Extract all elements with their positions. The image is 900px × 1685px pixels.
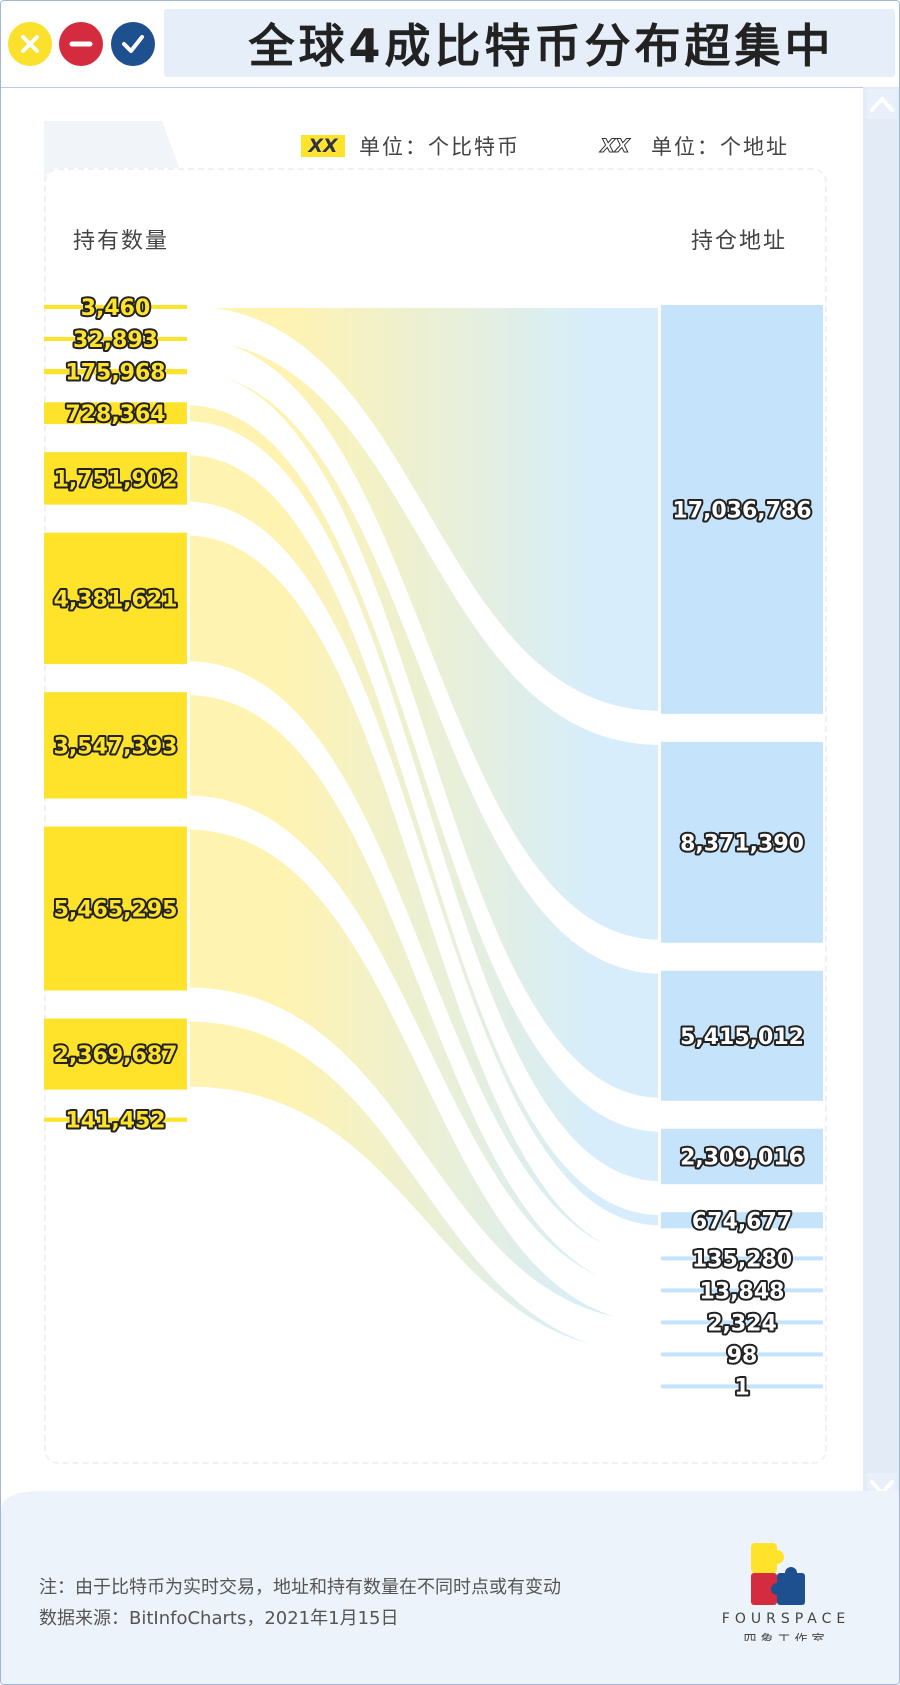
footer-curve	[1, 1491, 899, 1511]
left-value-label: 1,751,902	[54, 467, 178, 492]
right-node-bar	[661, 970, 823, 1101]
card-tab	[44, 121, 184, 181]
right-node-bar	[661, 741, 823, 943]
checkmark-icon	[122, 35, 144, 53]
scrollbar[interactable]	[863, 87, 899, 1507]
left-node-bar	[44, 305, 187, 309]
flow-link	[184, 399, 664, 1188]
left-value-label: 728,364	[65, 402, 165, 427]
left-value-label: 5,465,295	[54, 898, 178, 923]
legend-coins: XX 单位：个比特币	[301, 129, 520, 163]
left-node-bar	[44, 532, 187, 665]
legend-swatch-blue: XX	[600, 135, 630, 158]
right-value-label: 17,036,786	[672, 498, 811, 523]
fourspace-logo	[751, 1543, 805, 1605]
flow-link	[184, 365, 664, 1104]
right-node-bar	[661, 1256, 823, 1261]
left-node-bar	[44, 369, 187, 375]
flow-link	[184, 301, 664, 717]
right-column-label: 持仓地址	[691, 229, 788, 254]
right-node-bar	[661, 1320, 823, 1325]
minus-icon	[69, 41, 93, 47]
right-value-label: 98	[727, 1343, 758, 1368]
left-value-label: 3,547,393	[54, 734, 178, 759]
right-value-label: 13,848	[700, 1279, 785, 1304]
left-node-bar	[44, 402, 187, 425]
flow-link	[184, 823, 664, 1328]
left-node-bar	[44, 692, 187, 799]
left-node-bar	[44, 826, 187, 991]
left-value-label: 3,460	[81, 296, 151, 321]
page-title: 全球4成比特币分布超集中	[248, 19, 835, 73]
left-node-bar	[44, 337, 187, 341]
left-node-bar	[44, 1018, 187, 1090]
left-value-label: 32,893	[73, 328, 158, 353]
right-node-bar	[661, 1288, 823, 1293]
sankey-chart: 3,460 32,893 175,968 728,364 1,751,902 4,381,…	[44, 294, 823, 1402]
close-icon	[21, 35, 39, 53]
brand-subtitle: 四象工作室	[743, 1633, 829, 1641]
right-value-label: 5,415,012	[680, 1025, 804, 1050]
scroll-up-button[interactable]	[867, 89, 897, 119]
left-node-bar	[44, 1117, 187, 1122]
title-box: 全球4成比特币分布超集中	[164, 9, 895, 77]
legend-addresses-label: 单位：个地址	[651, 135, 789, 159]
right-value-label: 1	[734, 1375, 749, 1400]
flow-link	[184, 333, 664, 946]
minimize-button[interactable]	[59, 22, 103, 66]
confirm-button[interactable]	[111, 22, 155, 66]
right-node-bar	[661, 305, 823, 714]
footer-note: 注：由于比特币为实时交易，地址和持有数量在不同时点或有变动	[39, 1577, 561, 1598]
left-node-bar	[44, 452, 187, 505]
right-value-label: 2,324	[707, 1311, 777, 1336]
legend-swatch-yellow: XX	[301, 135, 345, 157]
title-bar: 全球4成比特币分布超集中	[1, 1, 899, 88]
data-source: 数据来源：BitInfoCharts，2021年1月15日	[39, 1608, 399, 1629]
right-node-bar	[661, 1212, 823, 1229]
brand-name: FOURSPACE	[721, 1611, 851, 1627]
right-node-bar	[661, 1384, 823, 1389]
chevron-up-icon	[870, 97, 894, 112]
left-value-label: 175,968	[65, 361, 165, 386]
right-node-bar	[661, 1128, 823, 1185]
right-value-label: 674,677	[692, 1209, 792, 1234]
left-value-label: 4,381,621	[54, 587, 178, 612]
footer	[1, 1507, 899, 1684]
right-value-label: 2,309,016	[680, 1145, 804, 1170]
close-button[interactable]	[8, 22, 52, 66]
right-node-bar	[661, 1352, 823, 1357]
right-value-label: 8,371,390	[680, 831, 804, 856]
legend-coins-label: 单位：个比特币	[359, 135, 520, 159]
right-value-label: 135,280	[692, 1247, 792, 1272]
left-value-label: 2,369,687	[54, 1043, 178, 1068]
left-column-label: 持有数量	[73, 229, 170, 254]
legend-addresses: XX 单位：个地址	[593, 129, 789, 163]
flow-link	[184, 1114, 664, 1392]
left-value-label: 141,452	[65, 1109, 165, 1134]
